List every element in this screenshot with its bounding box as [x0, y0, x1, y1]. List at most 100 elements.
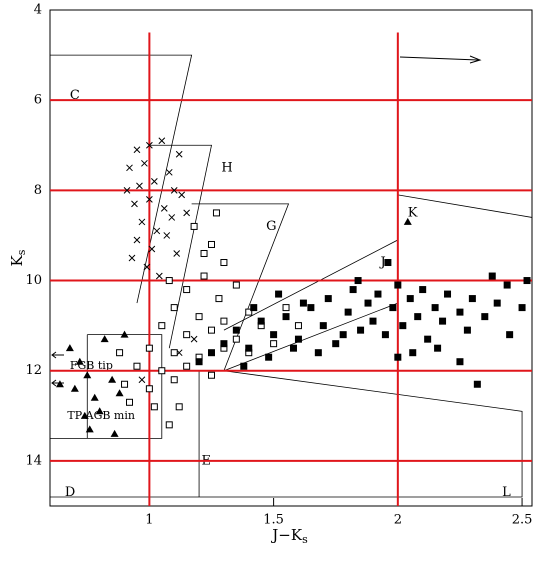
- open-square-point: [183, 331, 191, 339]
- y-axis-title: Ks: [8, 249, 28, 266]
- filled-square-point: [332, 340, 340, 348]
- open-square-point: [270, 340, 278, 348]
- triangle-point: [85, 425, 94, 433]
- open-square-point: [215, 295, 223, 303]
- filled-square-point: [324, 295, 332, 303]
- region-label: J: [378, 255, 385, 270]
- region-label: D: [65, 485, 75, 500]
- triangle-point: [115, 389, 124, 397]
- cross-point: [131, 200, 138, 208]
- arrow-head: [469, 55, 482, 64]
- open-square-point: [195, 313, 203, 321]
- region-label: G: [266, 219, 276, 234]
- y-tick-label: 8: [34, 183, 42, 198]
- open-square-point: [145, 344, 153, 352]
- y-tick-label: 12: [25, 363, 42, 378]
- cross-point: [155, 272, 163, 280]
- cross-point: [141, 159, 148, 167]
- triangle-point: [70, 384, 79, 392]
- region-boundary: [397, 194, 533, 218]
- triangle-point: [110, 429, 119, 437]
- filled-square-point: [195, 358, 203, 366]
- triangle-point: [75, 357, 84, 365]
- filled-square-point: [354, 277, 362, 285]
- cross-point: [168, 214, 176, 221]
- filled-square-point: [307, 304, 315, 312]
- open-square-point: [207, 326, 215, 334]
- open-square-point: [170, 376, 178, 384]
- y-tick-label: 6: [34, 93, 42, 108]
- filled-square-point: [250, 304, 258, 312]
- filled-square-point: [364, 299, 372, 307]
- filled-square-point: [444, 290, 452, 298]
- filled-square-point: [409, 349, 417, 357]
- filled-square-point: [399, 322, 407, 330]
- cross-point: [133, 236, 141, 244]
- filled-square-point: [439, 317, 447, 325]
- filled-square-point: [434, 344, 442, 352]
- arrow: [51, 351, 64, 387]
- filled-square-point: [406, 295, 414, 303]
- cross-point: [123, 187, 131, 194]
- cross-point: [178, 191, 186, 199]
- x-tick-label: 2.5: [512, 513, 533, 528]
- open-square-point: [200, 272, 208, 280]
- open-square-point: [150, 403, 158, 411]
- region-boundary: [199, 370, 523, 498]
- triangle-point: [90, 393, 99, 401]
- cross-point: [163, 232, 171, 239]
- filled-square-point: [369, 317, 377, 325]
- open-square-point: [220, 259, 228, 267]
- open-square-point: [190, 222, 198, 230]
- open-square-point: [200, 249, 208, 257]
- open-square-point: [158, 367, 166, 375]
- filled-square-point: [357, 326, 365, 334]
- cross-point: [138, 218, 146, 226]
- filled-square-point: [468, 295, 476, 303]
- x-tick-label: 1: [145, 513, 153, 528]
- filled-square-point: [374, 290, 382, 298]
- open-square-point: [232, 281, 240, 289]
- cross-point: [143, 263, 151, 271]
- filled-square-point: [339, 331, 347, 339]
- open-square-point: [165, 421, 173, 429]
- cross-point: [153, 227, 161, 235]
- cross-point: [126, 164, 133, 172]
- cross-point: [150, 177, 158, 185]
- cross-point: [133, 146, 141, 154]
- filled-square-point: [294, 335, 302, 343]
- filled-square-point: [488, 272, 496, 280]
- filled-square-point: [523, 277, 531, 285]
- filled-square-point: [389, 304, 397, 312]
- open-square-point: [207, 371, 215, 379]
- x-axis-title: J−Ks: [270, 526, 308, 546]
- filled-square-point: [456, 358, 464, 366]
- cross-point: [136, 182, 143, 190]
- open-square-point: [158, 322, 166, 330]
- open-square-point: [282, 304, 290, 312]
- open-square-point: [245, 308, 253, 316]
- cross-point: [146, 196, 153, 203]
- open-square-point: [121, 380, 129, 388]
- cross-point: [158, 137, 166, 145]
- triangle-point: [108, 375, 117, 383]
- filled-square-point: [394, 353, 402, 361]
- filled-square-point: [232, 326, 240, 334]
- filled-square-point: [481, 313, 489, 321]
- filled-square-point: [463, 326, 471, 334]
- filled-square-point: [431, 304, 439, 312]
- region-label: C: [70, 88, 80, 103]
- filled-square-point: [245, 344, 253, 352]
- filled-square-point: [275, 290, 283, 298]
- filled-square-point: [299, 299, 307, 307]
- filled-square-point: [414, 313, 422, 321]
- filled-square-point: [270, 331, 278, 339]
- region-label: L: [502, 485, 511, 500]
- filled-square-point: [381, 331, 389, 339]
- cross-point: [138, 376, 146, 384]
- cross-point: [190, 335, 198, 343]
- open-square-point: [220, 317, 228, 325]
- filled-square-point: [240, 362, 248, 370]
- region-boundary: [50, 54, 193, 304]
